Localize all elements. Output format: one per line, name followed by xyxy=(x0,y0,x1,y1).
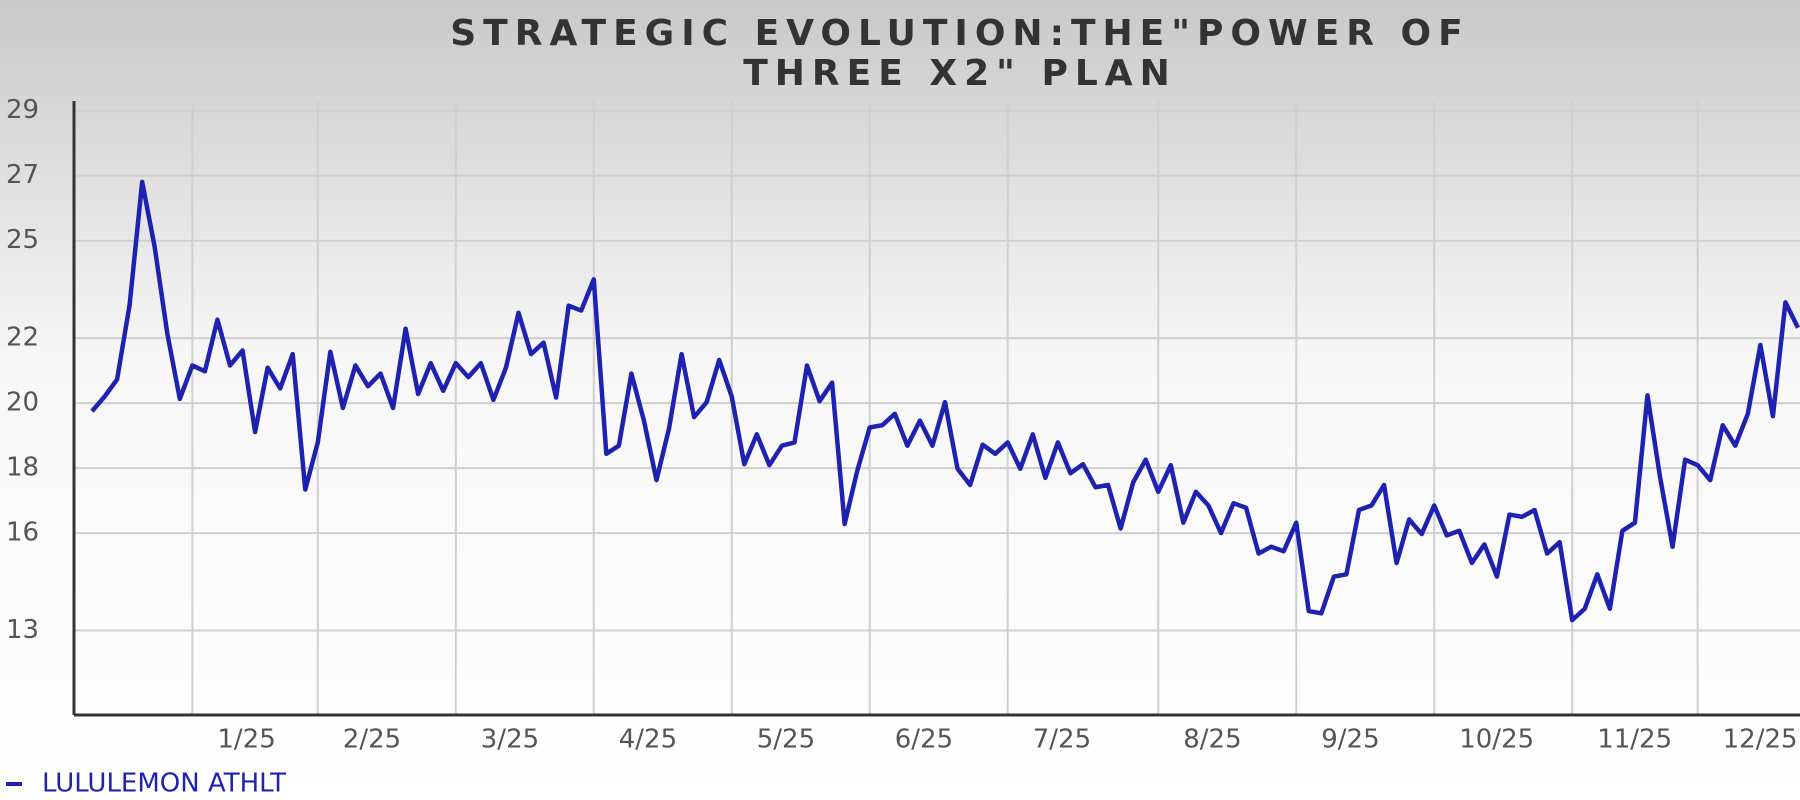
x-tick-label: 1/25 xyxy=(217,725,275,755)
x-tick-label: 12/25 xyxy=(1723,725,1798,755)
y-tick-label: 20 xyxy=(6,388,39,418)
y-tick-label: 27 xyxy=(6,160,39,190)
y-tick-label: 13 xyxy=(6,615,39,645)
x-tick-label: 3/25 xyxy=(481,725,539,755)
y-tick-label: 18 xyxy=(6,453,39,483)
x-tick-label: 4/25 xyxy=(619,725,677,755)
data-line xyxy=(90,179,1800,623)
x-tick-label: 2/25 xyxy=(343,725,401,755)
x-tick-label: 11/25 xyxy=(1597,725,1672,755)
legend-label: LULULEMON ATHLT xyxy=(42,769,286,799)
x-tick-label: 8/25 xyxy=(1183,725,1241,755)
x-tick-label: 9/25 xyxy=(1321,725,1379,755)
x-tick-label: 5/25 xyxy=(757,725,815,755)
y-tick-label: 25 xyxy=(6,225,39,255)
chart-title: STRATEGIC EVOLUTION:THE"POWER OF THREE X… xyxy=(450,13,1470,94)
y-tick-label: 29 xyxy=(6,95,39,125)
x-tick-label: 7/25 xyxy=(1033,725,1091,755)
x-tick-label: 6/25 xyxy=(895,725,953,755)
x-tick-label: 10/25 xyxy=(1459,725,1534,755)
y-tick-label: 16 xyxy=(6,518,39,548)
y-tick-label: 22 xyxy=(6,323,39,353)
